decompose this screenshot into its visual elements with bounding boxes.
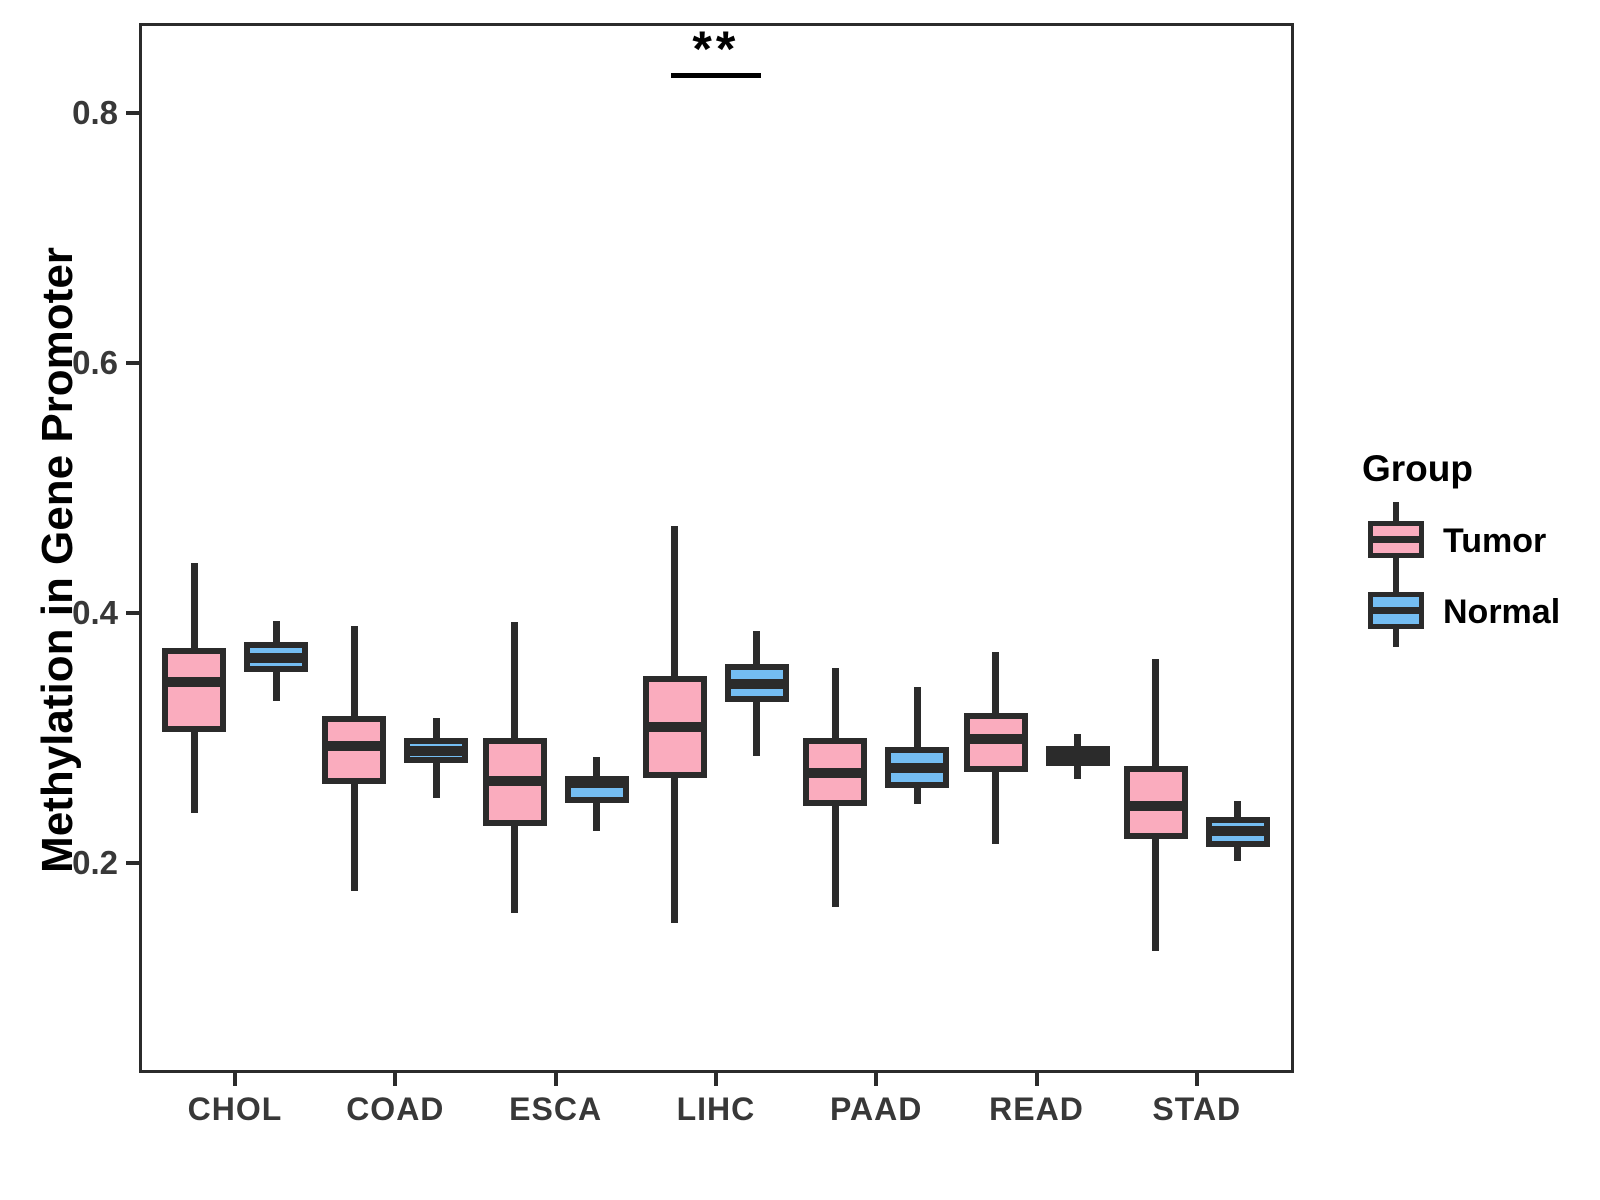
x-tick-label-stad: STAD	[1152, 1091, 1242, 1127]
median-tumor-lihc	[642, 721, 707, 732]
median-tumor-stad	[1123, 800, 1188, 811]
median-tumor-read	[963, 734, 1028, 745]
x-tick-label-esca: ESCA	[509, 1091, 603, 1127]
x-tick-mark-coad	[393, 1073, 398, 1086]
median-normal-stad	[1205, 825, 1270, 836]
median-normal-lihc	[724, 679, 789, 690]
median-normal-esca	[564, 778, 629, 788]
x-tick-mark-lihc	[713, 1073, 718, 1086]
tumor-boxplot-key-icon	[1368, 502, 1424, 576]
y-tick-label-0.2: 0.2	[72, 844, 118, 881]
x-tick-label-read: READ	[989, 1091, 1084, 1127]
legend-label-normal: Normal	[1443, 593, 1561, 631]
y-axis-title: Methylation in Gene Promoter	[33, 247, 82, 873]
significance-label-lihc: **	[692, 20, 740, 77]
whisker-normal-paad	[913, 686, 921, 805]
y-tick-mark-0.2	[126, 861, 139, 865]
key-median	[1368, 536, 1424, 543]
median-normal-chol	[244, 653, 308, 663]
y-tick-label-0.4: 0.4	[72, 594, 118, 631]
y-tick-label-0.8: 0.8	[72, 94, 118, 131]
x-tick-mark-read	[1034, 1073, 1039, 1086]
legend-label-tumor: Tumor	[1443, 522, 1547, 560]
normal-boxplot-key-icon	[1368, 573, 1424, 647]
median-tumor-esca	[482, 775, 547, 786]
median-tumor-paad	[803, 768, 868, 778]
x-tick-mark-stad	[1194, 1073, 1199, 1086]
x-tick-mark-chol	[233, 1073, 237, 1086]
median-normal-paad	[885, 763, 950, 773]
significance-bar-lihc	[670, 73, 761, 78]
y-tick-mark-0.6	[126, 361, 139, 365]
legend-entry-tumor: Tumor	[1330, 502, 1600, 578]
x-tick-label-coad: COAD	[346, 1091, 445, 1127]
x-tick-label-lihc: LIHC	[676, 1091, 756, 1127]
legend-entry-normal: Normal	[1330, 573, 1600, 649]
median-tumor-chol	[162, 676, 226, 687]
plot-panel	[139, 23, 1294, 1073]
y-tick-label-0.6: 0.6	[72, 344, 118, 381]
x-tick-mark-esca	[553, 1073, 558, 1086]
x-tick-mark-paad	[874, 1073, 879, 1086]
x-tick-label-paad: PAAD	[830, 1091, 923, 1127]
y-tick-mark-0.4	[126, 611, 139, 615]
median-normal-read	[1045, 750, 1110, 761]
key-median	[1368, 607, 1424, 614]
x-tick-label-chol: CHOL	[187, 1091, 283, 1127]
legend-title: Group	[1362, 448, 1473, 489]
y-tick-mark-0.8	[126, 111, 139, 115]
median-normal-coad	[404, 745, 469, 756]
median-tumor-coad	[322, 740, 387, 751]
box-tumor-chol	[162, 648, 226, 732]
